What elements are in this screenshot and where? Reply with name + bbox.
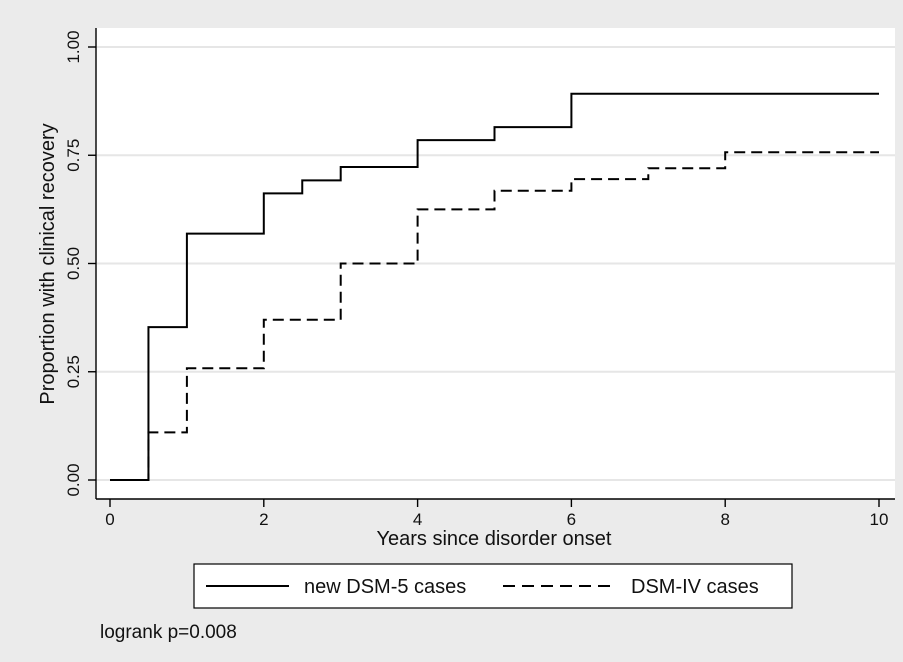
series-line-dsm4	[110, 151, 879, 481]
x-tick-label-4: 8	[720, 510, 729, 529]
x-tick-label-2: 4	[413, 510, 422, 529]
y-tick-label-0: 0.00	[64, 463, 83, 496]
grid-lines	[96, 46, 895, 481]
x-tick-label-0: 0	[105, 510, 114, 529]
x-tick-label-5: 10	[870, 510, 889, 529]
y-axis-label: Proportion with clinical recovery	[37, 123, 59, 404]
x-axis-ticks: 0 2 4 6 8 10	[105, 499, 888, 529]
legend-label-dsm4: DSM-IV cases	[631, 576, 759, 598]
legend: new DSM-5 cases DSM-IV cases	[193, 563, 793, 609]
logrank-annotation: logrank p=0.008	[100, 622, 237, 643]
series-layer	[110, 92, 879, 481]
series-line-new-dsm5	[110, 92, 879, 481]
y-tick-label-4: 1.00	[64, 30, 83, 63]
y-axis-ticks: 0.00 0.25 0.50 0.75 1.00	[64, 30, 96, 497]
x-tick-label-3: 6	[567, 510, 576, 529]
y-tick-label-1: 0.25	[64, 355, 83, 388]
legend-label-new-dsm5: new DSM-5 cases	[304, 576, 466, 598]
y-tick-label-3: 0.75	[64, 139, 83, 172]
legend-box	[193, 563, 793, 609]
x-tick-label-1: 2	[259, 510, 268, 529]
y-tick-label-2: 0.50	[64, 247, 83, 280]
x-axis-label: Years since disorder onset	[377, 528, 612, 550]
